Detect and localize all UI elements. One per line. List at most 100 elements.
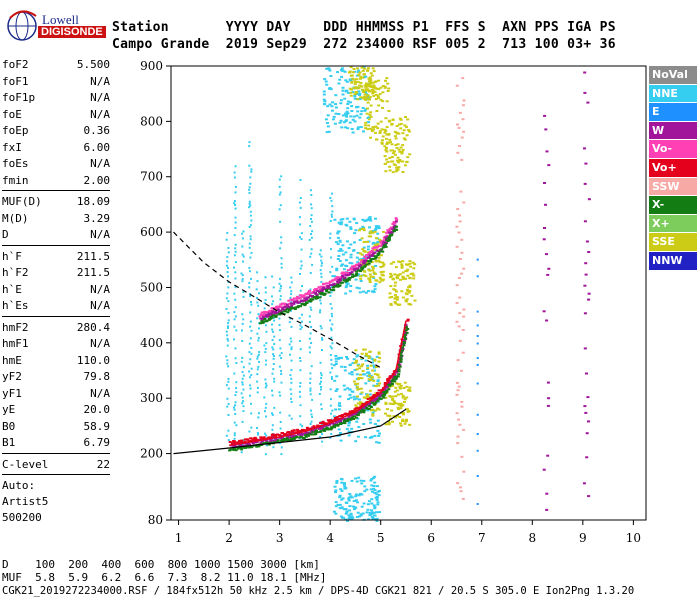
echo-dot — [583, 312, 587, 315]
echo-dot — [324, 428, 327, 431]
echo-dot — [401, 144, 405, 147]
echo-dot — [348, 290, 352, 293]
echo-dot — [320, 259, 323, 262]
echo-dot — [240, 451, 243, 454]
echo-dot — [273, 312, 277, 315]
echo-dot — [268, 436, 272, 439]
legend-item-noval: NoVal — [649, 66, 697, 84]
echo-dot — [366, 128, 370, 131]
echo-dot — [346, 419, 350, 422]
echo-dot — [273, 307, 277, 310]
echo-dot — [328, 103, 332, 106]
echo-dot — [390, 395, 394, 398]
echo-dot — [248, 443, 252, 446]
echo-dot — [371, 511, 375, 514]
echo-dot — [255, 441, 259, 443]
echo-dot — [403, 330, 407, 333]
echo-dot — [290, 290, 293, 293]
echo-dot — [347, 499, 351, 502]
echo-dot — [344, 113, 348, 116]
echo-dot — [339, 439, 343, 442]
echo-dot — [359, 392, 363, 395]
echo-dot — [356, 410, 360, 413]
echo-dot — [249, 384, 252, 387]
echo-dot — [295, 295, 299, 298]
echo-dot — [405, 408, 409, 411]
echo-dot — [384, 146, 388, 149]
echo-dot — [403, 138, 407, 141]
echo-dot — [335, 480, 339, 482]
echo-dot — [309, 389, 312, 392]
echo-dot — [300, 238, 303, 241]
echo-dot — [385, 126, 389, 129]
echo-dot — [240, 448, 244, 451]
echo-dot — [350, 416, 354, 419]
echo-dot — [356, 261, 360, 264]
echo-dot — [241, 402, 244, 405]
echo-dot — [316, 290, 320, 292]
echo-dot — [278, 208, 281, 211]
echo-dot — [406, 268, 410, 271]
echo-dot — [462, 308, 466, 311]
echo-dot — [340, 498, 344, 501]
echo-dot — [376, 127, 380, 130]
echo-dot — [271, 339, 274, 342]
echo-dot — [286, 311, 290, 314]
echo-dot — [235, 424, 238, 427]
echo-dot — [271, 330, 274, 333]
echo-dot — [251, 442, 255, 445]
echo-dot — [408, 153, 412, 156]
echo-dot — [331, 289, 335, 291]
echo-dot — [264, 347, 267, 350]
echo-dot — [385, 143, 389, 145]
echo-dot — [280, 352, 283, 355]
echo-dot — [542, 468, 546, 471]
echo-dot — [299, 289, 302, 292]
echo-dot — [299, 267, 302, 270]
echo-dot — [258, 315, 262, 318]
echo-dot — [334, 501, 338, 504]
echo-dot — [281, 432, 284, 434]
echo-dot — [366, 364, 369, 367]
echo-dot — [476, 342, 479, 345]
echo-dot — [299, 324, 302, 327]
echo-dot — [357, 515, 361, 518]
echo-dot — [319, 361, 322, 364]
echo-dot — [234, 165, 237, 168]
echo-dot — [460, 405, 464, 408]
echo-dot — [390, 274, 393, 277]
echo-dot — [375, 242, 379, 244]
x-tick-label: 10 — [626, 531, 641, 545]
echo-dot — [386, 414, 390, 417]
echo-dot — [337, 221, 341, 224]
echo-dot — [396, 363, 400, 366]
echo-dot — [249, 204, 252, 207]
y-tick-label: 700 — [140, 170, 163, 184]
echo-dot — [352, 395, 356, 398]
echo-dot — [376, 95, 380, 98]
echo-dot — [331, 265, 334, 268]
echo-dot — [462, 201, 466, 204]
echo-dot — [242, 388, 245, 391]
echo-dot — [383, 393, 387, 396]
echo-dot — [226, 397, 229, 400]
echo-dot — [298, 340, 301, 342]
echo-dot — [356, 267, 360, 270]
echo-dot — [341, 263, 344, 266]
echo-dot — [242, 444, 246, 447]
echo-dot — [358, 265, 362, 268]
echo-dot — [326, 114, 330, 117]
echo-dot — [250, 426, 253, 429]
echo-dot — [279, 442, 282, 445]
echo-dot — [338, 259, 342, 262]
echo-dot — [240, 272, 243, 275]
echo-dot — [320, 380, 322, 383]
echo-dot — [353, 78, 357, 81]
echo-dot — [318, 296, 322, 299]
echo-dot — [271, 372, 274, 375]
echo-dot — [351, 273, 355, 276]
echo-dot — [401, 413, 405, 416]
echo-dot — [346, 274, 350, 276]
echo-dot — [239, 446, 242, 449]
x-tick-label: 1 — [175, 531, 183, 545]
